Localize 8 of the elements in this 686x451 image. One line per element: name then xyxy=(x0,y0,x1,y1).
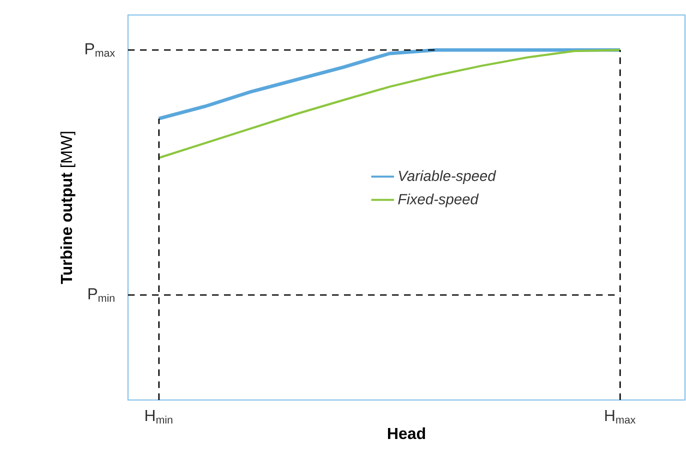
legend-label: Fixed-speed xyxy=(398,194,479,208)
ref-line-label: P$_{max}$ xyxy=(86,43,115,57)
x-axis-title: Head xyxy=(388,427,426,440)
legend-label: Variable-speed xyxy=(398,170,496,184)
x-tick-label: H$_{min}$ xyxy=(146,410,172,424)
y-axis-title: Turbine output [MW] xyxy=(60,132,76,284)
ref-line-label: P$_{min}$ xyxy=(88,288,114,302)
x-tick-label: H$_{max}$ xyxy=(605,410,636,424)
